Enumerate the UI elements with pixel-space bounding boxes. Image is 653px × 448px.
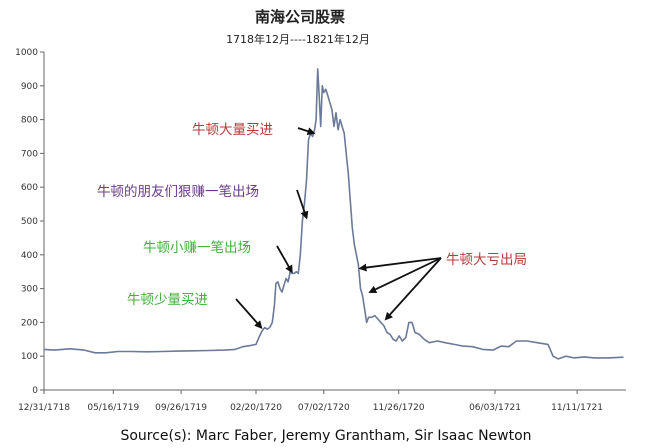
x-ticks: 12/31/1718 05/16/1719 09/26/1719 02/20/1720… — [18, 390, 603, 413]
x-tick-label: 11/11/1721 — [551, 403, 603, 413]
y-tick-label: 500 — [21, 217, 38, 227]
annotation-text-small-profit-exit: 牛顿小赚一笔出场 — [143, 240, 251, 256]
x-tick-label: 12/31/1718 — [18, 403, 70, 413]
x-tick-label: 06/03/1721 — [469, 403, 521, 413]
annotation-arrow — [386, 258, 441, 319]
y-tick-label: 800 — [21, 116, 38, 126]
x-tick-label: 09/26/1719 — [155, 403, 207, 413]
x-tick-label: 11/26/1720 — [373, 403, 425, 413]
x-tick-label: 02/20/1720 — [230, 403, 282, 413]
series-line — [44, 69, 624, 359]
annotation-text-small-buy: 牛顿少量买进 — [127, 292, 208, 308]
y-tick-label: 400 — [21, 251, 38, 261]
y-tick-label: 700 — [21, 149, 38, 159]
x-tick-label: 05/16/1719 — [87, 403, 139, 413]
annotation-arrow — [298, 128, 314, 133]
y-tick-label: 900 — [21, 82, 38, 92]
annotation-arrow — [236, 299, 261, 327]
annotation-text-newton-big-buy: 牛顿大量买进 — [192, 122, 273, 138]
y-tick-label: 300 — [21, 285, 38, 295]
axes — [44, 52, 626, 390]
chart-subtitle: 1718年12月----1821年12月 — [226, 32, 370, 46]
y-tick-label: 100 — [21, 352, 38, 362]
annotation-arrow — [277, 246, 292, 272]
annotation-text-friends-exit: 牛顿的朋友们狠赚一笔出场 — [97, 184, 259, 200]
y-tick-label: 600 — [21, 183, 38, 193]
y-tick-label: 1000 — [15, 48, 38, 58]
x-tick-label: 07/02/1720 — [298, 403, 350, 413]
y-tick-label: 0 — [32, 386, 38, 396]
chart-source: Source(s): Marc Faber, Jeremy Grantham, … — [120, 428, 531, 444]
chart-title: 南海公司股票 — [255, 8, 345, 26]
annotations: 牛顿大量买进 牛顿的朋友们狠赚一笔出场 牛顿小赚一笔出场 牛顿少量买进 牛顿大亏… — [97, 122, 527, 327]
annotation-text-big-loss: 牛顿大亏出局 — [446, 252, 527, 268]
plot-area — [44, 69, 624, 359]
y-tick-label: 200 — [21, 318, 38, 328]
y-ticks: 0 100 200 300 400 500 600 700 800 900 1000 — [15, 48, 44, 396]
